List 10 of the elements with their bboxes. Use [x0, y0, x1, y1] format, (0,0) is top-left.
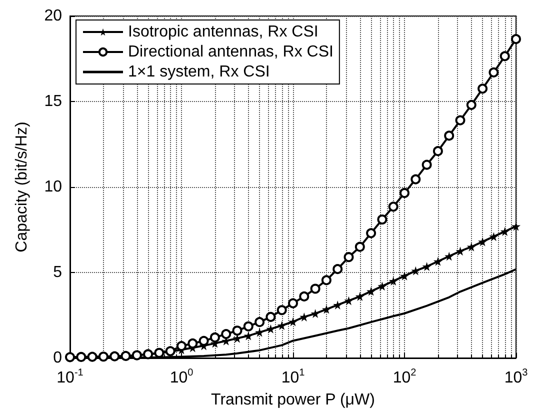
legend-label: Directional antennas, Rx CSI [128, 44, 334, 60]
y-tick-label: 20 [44, 8, 62, 24]
legend-label: 1×1 system, Rx CSI [128, 64, 270, 80]
y-axis-title: Capacity (bit/s/Hz) [14, 122, 30, 252]
y-tick-label: 10 [44, 178, 62, 196]
legend-label: Isotropic antennas, Rx CSI [128, 24, 318, 40]
x-axis-title: Transmit power P (μW) [211, 392, 375, 408]
y-tick-label: 15 [44, 93, 62, 110]
y-tick-label: 5 [53, 264, 62, 281]
y-tick-label: 0 [53, 350, 62, 366]
